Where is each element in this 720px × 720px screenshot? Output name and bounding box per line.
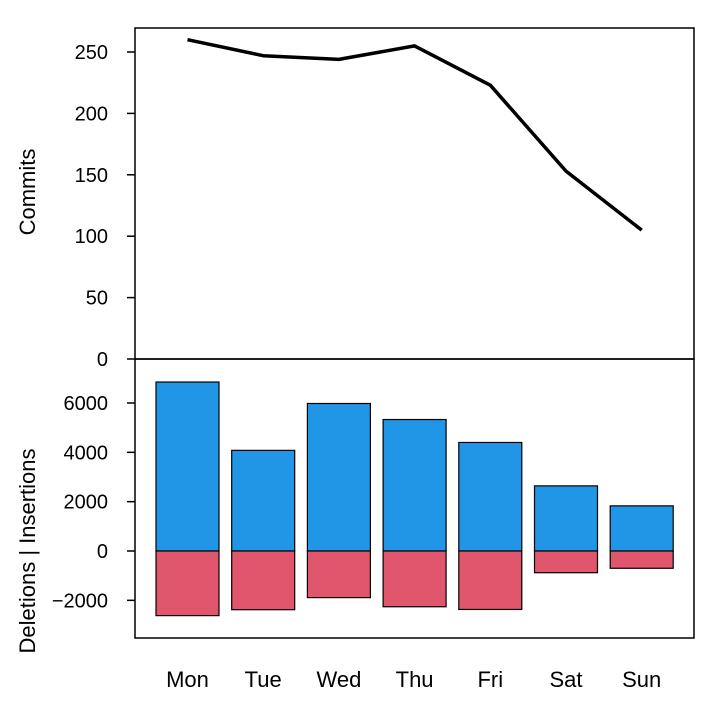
commits-ytick-label-100: 100 (75, 226, 108, 248)
x-label-thu: Thu (396, 667, 434, 692)
x-label-mon: Mon (166, 667, 209, 692)
insertions-bar-sun (609, 505, 674, 552)
bars-ytick-label--2000: −2000 (52, 590, 108, 612)
commits-axis-title: Commits (15, 149, 40, 236)
insertions-deletions-panel: −2000 0 2000 4000 6000 Mon Tue Wed Thu Fri Sat Sun (52, 358, 695, 692)
x-label-sat: Sat (549, 667, 582, 692)
insertions-bar-sat (533, 485, 599, 552)
insertions-bar-thu (382, 418, 447, 552)
x-label-fri: Fri (477, 667, 503, 692)
commits-ytick-label-50: 50 (86, 288, 108, 310)
commits-ytick-label-200: 200 (75, 103, 108, 125)
bars-ytick-label-6000: 6000 (64, 393, 109, 415)
commits-panel: 0 50 100 150 200 250 (75, 27, 695, 371)
commits-ytick-label-0: 0 (97, 349, 108, 371)
insertions-bar-wed (306, 402, 371, 552)
x-label-tue: Tue (245, 667, 282, 692)
insertions-bar-tue (231, 449, 296, 552)
deletions-bar-thu (382, 550, 447, 608)
commits-ytick-label-250: 250 (75, 42, 108, 64)
insertions-bar-mon (155, 381, 220, 552)
deletions-bar-mon (155, 550, 220, 617)
bars-ytick-label-2000: 2000 (64, 492, 109, 514)
insertions-bar-fri (458, 441, 523, 552)
x-label-wed: Wed (316, 667, 361, 692)
x-label-sun: Sun (622, 667, 661, 692)
commits-ytick-label-150: 150 (75, 165, 108, 187)
insertions-deletions-axis-title: Deletions | Insertions (15, 448, 40, 653)
deletions-bar-sun (609, 550, 674, 569)
deletions-bar-fri (458, 550, 523, 611)
commits-plot-frame (134, 27, 695, 360)
deletions-bar-sat (533, 550, 599, 574)
commits-line (187, 37, 643, 232)
insertions-deletions-plot-frame (134, 358, 695, 639)
deletions-bar-tue (231, 550, 296, 611)
deletions-bar-wed (306, 550, 371, 599)
bars-ytick-label-0: 0 (97, 541, 108, 563)
bars-ytick-label-4000: 4000 (64, 442, 109, 464)
